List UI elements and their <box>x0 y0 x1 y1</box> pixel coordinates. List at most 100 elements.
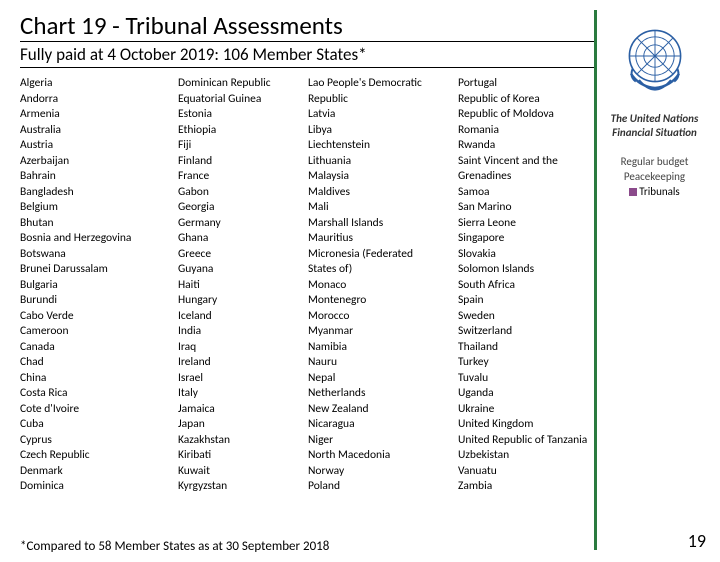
sidebar-item-regular-budget: Regular budget <box>597 154 712 169</box>
member-state: Haiti <box>178 278 290 294</box>
member-state: Singapore <box>458 231 608 247</box>
member-state: Austria <box>20 138 160 154</box>
member-state: Grenadines <box>458 169 608 185</box>
member-state: Bulgaria <box>20 278 160 294</box>
member-state: Dominican Republic <box>178 76 290 92</box>
member-state: Marshall Islands <box>308 216 440 232</box>
member-state: Maldives <box>308 185 440 201</box>
member-state: Myanmar <box>308 324 440 340</box>
member-state: Sierra Leone <box>458 216 608 232</box>
member-state: Dominica <box>20 479 160 495</box>
member-state: New Zealand <box>308 402 440 418</box>
member-state: France <box>178 169 290 185</box>
member-state: San Marino <box>458 200 608 216</box>
member-state: Mali <box>308 200 440 216</box>
member-state: Turkey <box>458 355 608 371</box>
member-state: Azerbaijan <box>20 154 160 170</box>
member-state: Niger <box>308 433 440 449</box>
member-state: Samoa <box>458 185 608 201</box>
member-state: Equatorial Guinea <box>178 92 290 108</box>
member-state: Uzbekistan <box>458 448 608 464</box>
member-state: Vanuatu <box>458 464 608 480</box>
member-state: Morocco <box>308 309 440 325</box>
member-state: States of) <box>308 262 440 278</box>
member-state: Republic of Moldova <box>458 107 608 123</box>
member-state: Hungary <box>178 293 290 309</box>
member-state: India <box>178 324 290 340</box>
member-state: Uganda <box>458 386 608 402</box>
page-subtitle: Fully paid at 4 October 2019: 106 Member… <box>20 43 596 65</box>
member-state: Lithuania <box>308 154 440 170</box>
member-state: Monaco <box>308 278 440 294</box>
member-state: United Kingdom <box>458 417 608 433</box>
member-state: South Africa <box>458 278 608 294</box>
sidebar: The United Nations Financial Situation R… <box>594 10 712 550</box>
member-state: Poland <box>308 479 440 495</box>
column-3: Lao People's DemocraticRepublicLatviaLib… <box>308 76 440 533</box>
member-state: Guyana <box>178 262 290 278</box>
sidebar-item-peacekeeping: Peacekeeping <box>597 169 712 184</box>
header-block: Chart 19 - Tribunal Assessments Fully pa… <box>20 10 596 68</box>
member-state: Nicaragua <box>308 417 440 433</box>
member-state: Montenegro <box>308 293 440 309</box>
member-state: Switzerland <box>458 324 608 340</box>
member-state: Solomon Islands <box>458 262 608 278</box>
member-state: Spain <box>458 293 608 309</box>
member-state: Cote d'Ivoire <box>20 402 160 418</box>
member-state: Nepal <box>308 371 440 387</box>
member-state: Sweden <box>458 309 608 325</box>
member-state: Rwanda <box>458 138 608 154</box>
member-state: Israel <box>178 371 290 387</box>
member-state: Gabon <box>178 185 290 201</box>
member-state: Libya <box>308 123 440 139</box>
member-state: Ghana <box>178 231 290 247</box>
member-state: Cyprus <box>20 433 160 449</box>
column-1: AlgeriaAndorraArmeniaAustraliaAustriaAze… <box>20 76 160 533</box>
member-state: Bhutan <box>20 216 160 232</box>
member-state: Ukraine <box>458 402 608 418</box>
member-state: Costa Rica <box>20 386 160 402</box>
member-state: Cuba <box>20 417 160 433</box>
member-state: Ethiopia <box>178 123 290 139</box>
page-title: Chart 19 - Tribunal Assessments <box>20 10 596 42</box>
sidebar-heading: The United Nations Financial Situation <box>597 112 712 140</box>
member-state: Mauritius <box>308 231 440 247</box>
member-state: Finland <box>178 154 290 170</box>
un-logo-icon <box>615 16 695 96</box>
member-state: Brunei Darussalam <box>20 262 160 278</box>
member-state: Bahrain <box>20 169 160 185</box>
member-state: Saint Vincent and the <box>458 154 608 170</box>
tribunals-label: Tribunals <box>639 184 679 199</box>
member-state: Ireland <box>178 355 290 371</box>
member-state: Romania <box>458 123 608 139</box>
member-state: Lao People's Democratic <box>308 76 440 92</box>
member-state: Nauru <box>308 355 440 371</box>
member-state: Namibia <box>308 340 440 356</box>
member-state: Tuvalu <box>458 371 608 387</box>
member-state: Botswana <box>20 247 160 263</box>
member-state: United Republic of Tanzania <box>458 433 608 449</box>
member-state: Cabo Verde <box>20 309 160 325</box>
member-state: Cameroon <box>20 324 160 340</box>
member-state: Czech Republic <box>20 448 160 464</box>
tribunals-marker-icon <box>629 188 637 196</box>
member-state: Estonia <box>178 107 290 123</box>
member-state: Portugal <box>458 76 608 92</box>
sidebar-heading-line2: Financial Situation <box>597 126 712 140</box>
member-state: Algeria <box>20 76 160 92</box>
member-state: Bangladesh <box>20 185 160 201</box>
member-state: Burundi <box>20 293 160 309</box>
member-state: Latvia <box>308 107 440 123</box>
member-state: Bosnia and Herzegovina <box>20 231 160 247</box>
member-state: Iceland <box>178 309 290 325</box>
member-state: Australia <box>20 123 160 139</box>
member-state: Andorra <box>20 92 160 108</box>
member-state: Thailand <box>458 340 608 356</box>
member-state: Armenia <box>20 107 160 123</box>
member-state: Kiribati <box>178 448 290 464</box>
member-state: Kyrgyzstan <box>178 479 290 495</box>
member-state: Liechtenstein <box>308 138 440 154</box>
member-state: Fiji <box>178 138 290 154</box>
member-state: Kuwait <box>178 464 290 480</box>
member-state: Republic <box>308 92 440 108</box>
